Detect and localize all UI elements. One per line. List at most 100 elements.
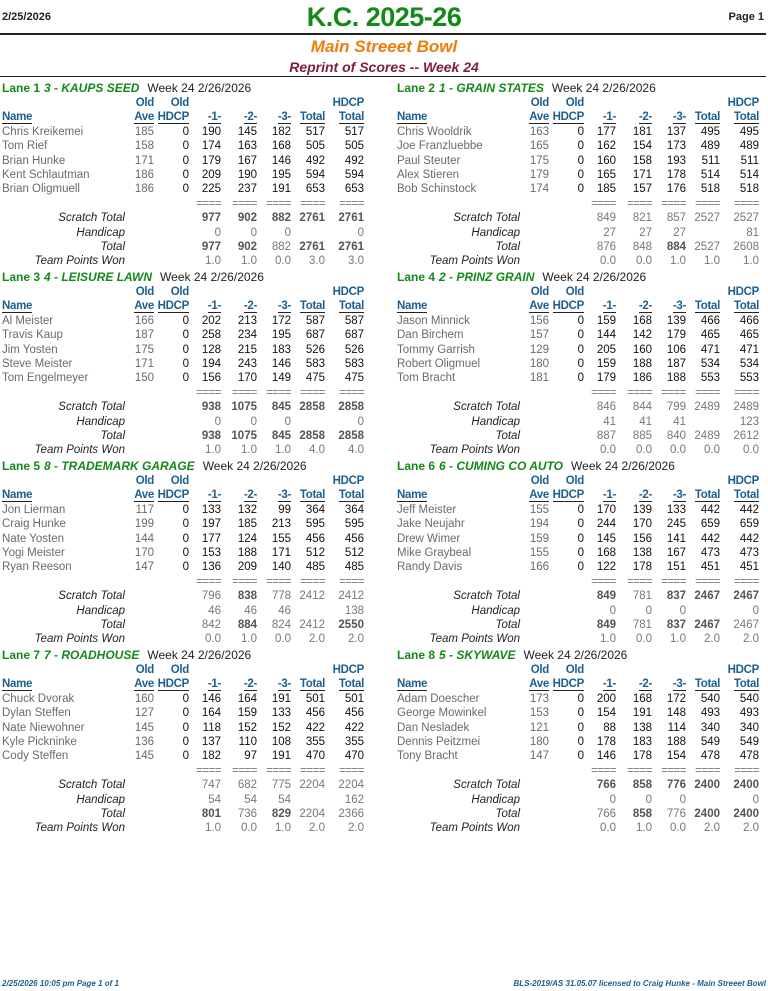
team-total-row-value: 2400 [733, 807, 759, 820]
game-2: 209 [237, 561, 257, 574]
player-row: Nate Yosten 144 0 177 124 155 456 456 [2, 532, 386, 546]
handicap-total: 451 [739, 561, 759, 574]
column-header-row-2: Name Ave HDCP -1- -2- -3- Total Total [2, 110, 386, 125]
game-3: 172 [271, 314, 291, 327]
handicap-total: 517 [344, 125, 364, 138]
old-average: 160 [134, 692, 154, 705]
col-old-hdcp: HDCP [157, 111, 189, 125]
col-old-hdcp-top: Old [565, 286, 585, 298]
scratch-total-row-label: Scratch Total [58, 401, 125, 414]
game-1: 182 [201, 750, 221, 763]
col-name: Name [397, 489, 428, 503]
team-total-row: Total 842 884 824 2412 2550 [2, 618, 386, 632]
handicap-row-value: 0 [357, 226, 364, 239]
old-average: 186 [134, 183, 154, 196]
player-row: Jason Minnick 156 0 159 168 139 466 466 [397, 314, 768, 328]
column-header: Total [291, 677, 325, 692]
column-header: -3- [257, 299, 291, 314]
scratch-total-row-label: Scratch Total [58, 212, 125, 225]
game-1: 244 [596, 518, 616, 531]
col-game-1: -1- [602, 489, 616, 503]
separator-row: ==== ==== ==== ==== ==== [397, 197, 768, 211]
col-game-3: -3- [672, 489, 686, 503]
col-hdcp-total-top: HDCP [332, 286, 365, 298]
player-name: Jim Yosten [2, 343, 58, 356]
game-3: 133 [666, 503, 686, 516]
team-points-row-value: 2.0 [348, 633, 364, 646]
scratch-total-row-value: 747 [201, 779, 221, 792]
team-points-row: Team Points Won 1.0 1.0 1.0 4.0 4.0 [2, 443, 386, 457]
player-name: Brian Oligmuell [2, 183, 80, 196]
handicap-row-label: Handicap [76, 415, 125, 428]
team-points-row-value: 0.0 [275, 255, 291, 268]
player-name: Tom Bracht [397, 372, 456, 385]
game-3: 154 [666, 750, 686, 763]
handicap-row-value: 0 [357, 415, 364, 428]
game-3: 146 [271, 357, 291, 370]
col-game-3: -3- [277, 678, 291, 692]
old-average: 144 [134, 532, 154, 545]
col-total: Total [694, 111, 720, 125]
team-total-row-value: 882 [271, 240, 291, 253]
player-name: Jeff Meister [397, 503, 457, 516]
game-2: 215 [237, 343, 257, 356]
series-total: 485 [305, 561, 325, 574]
series-total: 583 [305, 357, 325, 370]
col-hdcp-total: Total [338, 300, 364, 314]
old-handicap: 0 [182, 168, 189, 181]
team-points-row-label: Team Points Won [34, 822, 125, 835]
series-total: 451 [700, 561, 720, 574]
old-handicap: 0 [577, 314, 584, 327]
game-3: 171 [271, 546, 291, 559]
old-handicap: 0 [577, 561, 584, 574]
col-ave: Ave [529, 300, 549, 314]
column-header-row-1: Old Old HDCP [2, 285, 386, 299]
old-average: 171 [134, 357, 154, 370]
col-total: Total [299, 678, 325, 692]
game-1: 137 [201, 735, 221, 748]
game-1: 162 [596, 140, 616, 153]
col-ave: Ave [529, 489, 549, 503]
separator: ==== [627, 386, 652, 399]
player-row: Chuck Dvorak 160 0 146 164 191 501 501 [2, 692, 386, 706]
player-name: Tom Engelmeyer [2, 372, 89, 385]
old-handicap: 0 [182, 343, 189, 356]
column-header: Ave [126, 110, 154, 125]
separator: ==== [196, 197, 221, 210]
separator: ==== [591, 764, 616, 777]
game-3: 193 [666, 154, 686, 167]
col-game-2: -2- [243, 300, 257, 314]
separator: ==== [661, 764, 686, 777]
column-header-row-1: Old Old HDCP [2, 663, 386, 677]
series-total: 478 [700, 750, 720, 763]
team-points-row-value: 0.0 [670, 822, 686, 835]
handicap-total: 512 [344, 546, 364, 559]
handicap-row-value: 0 [214, 415, 221, 428]
game-3: 172 [666, 692, 686, 705]
game-2: 160 [632, 343, 652, 356]
scratch-total-row-value: 2489 [694, 401, 720, 414]
handicap-total: 473 [739, 546, 759, 559]
column-header: -3- [652, 677, 686, 692]
week-date: Week 24 2/26/2026 [542, 270, 647, 284]
player-name: Steve Meister [2, 357, 73, 370]
player-name: Kent Schlautman [2, 168, 90, 181]
game-2: 138 [632, 721, 652, 734]
separator: ==== [734, 575, 759, 588]
scratch-total-row-label: Scratch Total [453, 779, 520, 792]
scratch-total-row-label: Scratch Total [58, 590, 125, 603]
scratch-total-row: Scratch Total 938 1075 845 2858 2858 [2, 400, 386, 414]
game-3: 106 [666, 343, 686, 356]
team-total-row: Total 801 736 829 2204 2366 [2, 807, 386, 821]
player-name: Adam Doescher [397, 692, 480, 705]
game-1: 179 [596, 372, 616, 385]
player-name: Dan Nesladek [397, 721, 470, 734]
game-3: 139 [666, 314, 686, 327]
col-old-hdcp: HDCP [552, 489, 584, 503]
separator: ==== [661, 575, 686, 588]
handicap-total: 549 [739, 735, 759, 748]
col-hdcp-total: Total [338, 678, 364, 692]
series-total: 553 [700, 372, 720, 385]
old-handicap: 0 [577, 168, 584, 181]
